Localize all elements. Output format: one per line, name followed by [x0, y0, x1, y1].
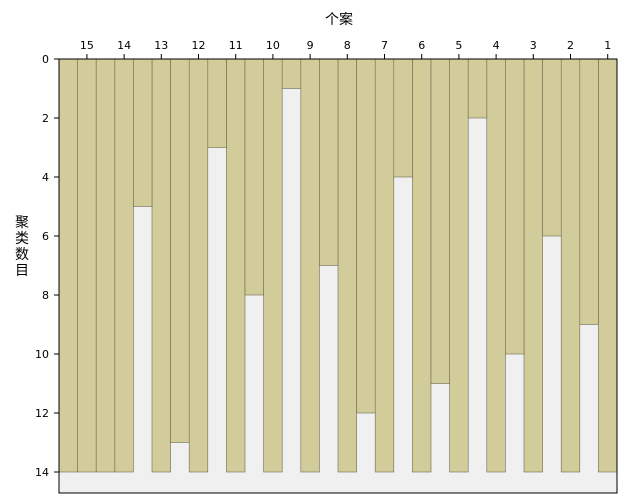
- case-bar: [412, 58, 432, 473]
- gap-fill: [542, 58, 562, 237]
- gap-fill: [58, 58, 78, 473]
- x-tick-label: 11: [229, 39, 243, 52]
- x-tick-label: 14: [117, 39, 131, 52]
- gap-fill: [133, 58, 153, 207]
- gap-fill: [207, 58, 227, 148]
- case-bar: [114, 58, 134, 473]
- x-tick-label: 2: [567, 39, 574, 52]
- y-axis-title-char: 聚: [15, 215, 29, 231]
- y-tick-label: 14: [35, 466, 49, 479]
- y-tick-label: 10: [35, 348, 49, 361]
- x-tick-label: 10: [266, 39, 280, 52]
- case-bar: [598, 58, 618, 473]
- case-bar: [374, 58, 395, 473]
- case-bar: [263, 58, 283, 473]
- x-tick-label: 9: [307, 39, 314, 52]
- x-tick-label: 6: [418, 39, 425, 52]
- case-bar: [188, 58, 209, 473]
- gap-fill: [467, 58, 488, 119]
- case-bar: [77, 58, 97, 473]
- case-bar: [226, 58, 246, 473]
- x-tick-label: 12: [192, 39, 206, 52]
- case-bar: [523, 58, 543, 473]
- y-tick-label: 12: [35, 407, 49, 420]
- y-axis-title: 聚类数目: [15, 215, 29, 279]
- y-tick-label: 2: [42, 112, 49, 125]
- x-tick-label: 8: [344, 39, 351, 52]
- y-axis-title-char: 数: [15, 247, 29, 263]
- x-tick-label: 15: [80, 39, 94, 52]
- x-tick-label: 4: [493, 39, 500, 52]
- plot-frame: [58, 58, 618, 494]
- gap-fill: [430, 58, 450, 384]
- y-tick-label: 0: [42, 53, 49, 66]
- gap-fill: [95, 58, 116, 473]
- case-bar: [337, 58, 357, 473]
- gap-fill: [393, 58, 413, 178]
- y-axis-title-char: 目: [15, 263, 29, 279]
- case-bar: [449, 58, 469, 473]
- x-tick-label: 3: [530, 39, 537, 52]
- y-tick-label: 4: [42, 171, 49, 184]
- x-tick-label: 5: [455, 39, 462, 52]
- x-tick-label: 13: [154, 39, 168, 52]
- y-axis-title-char: 类: [15, 231, 29, 247]
- gap-fill: [170, 58, 190, 443]
- gap-fill: [281, 58, 302, 89]
- case-bar: [560, 58, 581, 473]
- case-bar: [300, 58, 320, 473]
- y-tick-label: 6: [42, 230, 49, 243]
- x-tick-label: 1: [604, 39, 611, 52]
- x-axis-title: 个案: [325, 11, 353, 28]
- gap-fill: [244, 58, 264, 296]
- gap-fill: [579, 58, 599, 325]
- case-bar: [151, 58, 171, 473]
- case-bar: [486, 58, 506, 473]
- gap-fill: [505, 58, 525, 355]
- gap-fill: [319, 58, 339, 266]
- x-tick-label: 7: [381, 39, 388, 52]
- gap-fill: [356, 58, 376, 414]
- y-tick-label: 8: [42, 289, 49, 302]
